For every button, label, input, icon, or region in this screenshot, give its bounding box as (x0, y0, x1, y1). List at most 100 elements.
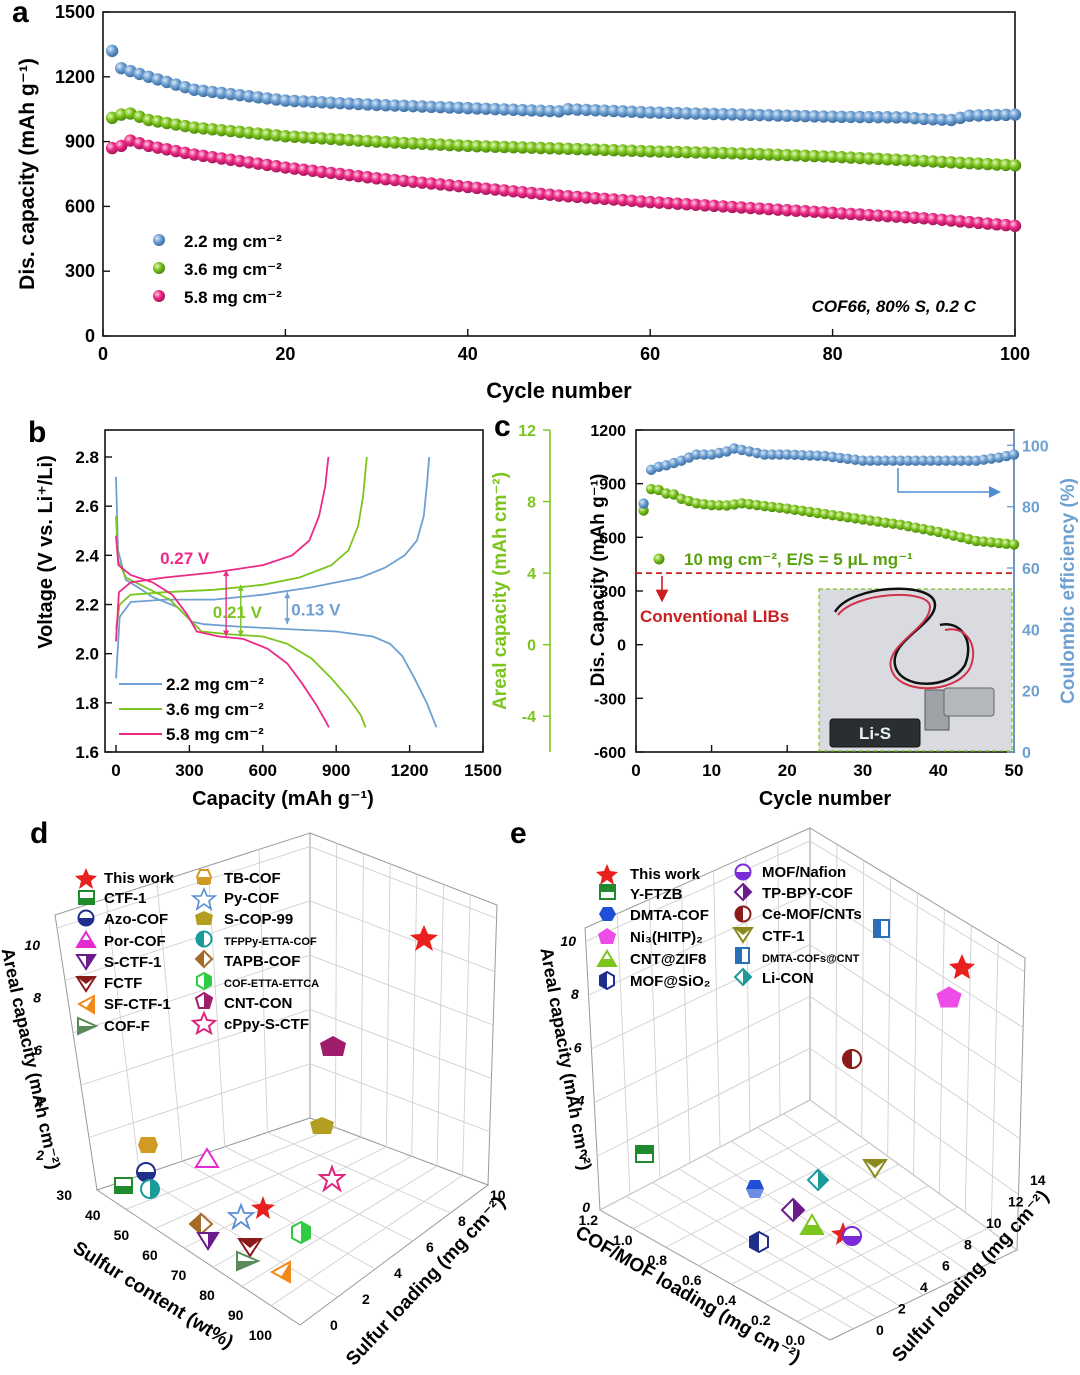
e-grid-line-31 (835, 844, 838, 1119)
point-a-s0-c70 (735, 108, 748, 121)
x-tick-label-c-3: 30 (853, 761, 872, 780)
ce-point-c-23 (804, 450, 816, 461)
legend-label-e-9: Ce-MOF/CNTs (762, 906, 862, 923)
point-a-s1-c93 (944, 156, 958, 169)
floor-d (95, 1117, 490, 1326)
point-a-s0-c58 (625, 105, 639, 118)
z-axis-label-d: Areal capacity (mAh cm⁻²) (0, 946, 64, 1171)
legend-icon-d-8b (78, 1026, 96, 1034)
legend-label-e-4: Ni₃(HITP)₂ (630, 929, 703, 946)
legend-icon-d-5b (86, 955, 95, 969)
point-a-s2-c71 (744, 201, 757, 215)
point-a-s2-c77 (799, 205, 812, 218)
y-tick-label-c-right-2: 40 (1022, 622, 1040, 639)
point-a-s1-c30 (370, 135, 383, 148)
grid-e (585, 840, 1025, 1330)
point-a-s0-c12 (206, 85, 219, 99)
legend-icon-d-15b (204, 993, 212, 1008)
point-a-s0-c20 (279, 94, 292, 107)
d-grid-line-3 (309, 1009, 492, 1079)
point-a-s2-c67 (707, 199, 721, 213)
point-a-s2-c10 (188, 148, 201, 161)
panel-c: c -4 0 4 8 12 Areal capacity (mAh cm⁻²) 0 10 2… (490, 410, 1079, 810)
capacity-point-c-19 (774, 502, 785, 514)
point-a-s2-c79 (817, 206, 830, 219)
e-grid-line-4 (594, 995, 811, 1103)
y-tick-label-c-3: 300 (599, 584, 626, 601)
y-tick-label-a-5: 1500 (55, 2, 95, 22)
d-grid-line-25 (360, 853, 364, 1138)
data-points-c (638, 443, 1020, 550)
ce-point-c-25 (819, 450, 831, 462)
point-a-s1-c20 (279, 130, 292, 143)
legend-marker-c (653, 553, 665, 565)
point-a-s1-c10 (188, 121, 201, 134)
x-tick-label-e-4: 0.8 (648, 1252, 668, 1268)
legend-icon-e-6b (600, 972, 607, 989)
marker-d-this-work (410, 925, 438, 951)
y-tick-label-c-5: 900 (599, 477, 626, 494)
point-a-s2-c54 (589, 191, 602, 205)
point-a-s0-c32 (388, 99, 402, 112)
capacity-point-c-48 (993, 537, 1005, 549)
point-a-s2-c82 (844, 207, 858, 221)
point-a-s1-c23 (306, 131, 319, 145)
e-grid-line-32 (861, 860, 865, 1138)
point-a-s1-c65 (689, 146, 702, 159)
point-a-s2-c13 (215, 152, 228, 165)
point-a-s1-c75 (780, 148, 794, 162)
point-a-s0-c28 (352, 97, 365, 111)
legend-label-e-1: This work (630, 866, 701, 883)
y-tick-label-a-2: 600 (65, 196, 95, 216)
x-tick-label-d-1: 40 (85, 1207, 101, 1223)
e-grid-line-30 (777, 842, 781, 1116)
point-a-s1-c49 (543, 142, 557, 155)
panel-e: e 0.00.20.40.60.81.01.202468101214024681… (510, 817, 1053, 1368)
point-a-s0-c54 (589, 104, 602, 117)
x-tick-label-a-4: 80 (823, 344, 843, 364)
point-a-s1-c96 (972, 157, 985, 170)
point-a-s0-c60 (644, 106, 657, 119)
point-a-s0-c1 (105, 44, 119, 58)
photo-wire-red (837, 593, 975, 690)
point-a-s1-c57 (616, 144, 630, 157)
point-a-s1-c89 (908, 154, 921, 167)
areal-tick-label-3: 8 (527, 495, 536, 512)
marker-e-ctf-1-fill (864, 1160, 886, 1168)
point-a-s2-c72 (753, 202, 766, 215)
grid-d (56, 843, 497, 1307)
point-a-s2-c88 (899, 211, 912, 224)
point-a-s2-c11 (197, 149, 210, 163)
capacity-point-c-16 (751, 499, 763, 511)
ce-point-c-40 (933, 455, 944, 466)
marker-d-sf-ctf-1-fill (281, 1262, 290, 1282)
legend-marker-a-2 (153, 262, 165, 274)
polarization-label-blue: 0.13 V (291, 600, 341, 619)
point-a-s1-c98 (990, 158, 1003, 171)
point-a-s1-c62 (662, 145, 675, 158)
ce-point-c-32 (872, 455, 884, 466)
point-a-s2-c99 (999, 218, 1013, 232)
point-a-s2-c60 (644, 195, 657, 209)
ce-point-c-26 (827, 451, 838, 463)
point-a-s0-c77 (799, 109, 812, 123)
point-a-s1-c85 (872, 152, 885, 166)
ce-point-c-21 (789, 449, 800, 461)
point-a-s2-c62 (662, 196, 675, 210)
x-tick-label-d-5: 80 (199, 1287, 215, 1303)
areal-tick-label-0: -4 (522, 709, 536, 726)
y-axis-label-c-right: Coulombic efficiency (%) (1058, 478, 1079, 704)
d-grid-line-23 (258, 849, 268, 1133)
y-tick-label-c-right-3: 60 (1022, 561, 1040, 578)
legend-marker-a-3 (153, 290, 165, 302)
point-a-s0-c44 (498, 103, 511, 116)
legend-label-e-7: MOF/Nafion (762, 864, 846, 881)
point-a-s0-c11 (197, 84, 210, 98)
areal-tick-label-2: 4 (527, 566, 536, 583)
d-grid-line-21 (207, 865, 226, 1147)
point-a-s0-c90 (917, 112, 930, 126)
x-tick-label-a-0: 0 (98, 344, 108, 364)
marker-d-ctf-1-fill (115, 1186, 132, 1193)
point-a-s2-c33 (397, 174, 411, 188)
